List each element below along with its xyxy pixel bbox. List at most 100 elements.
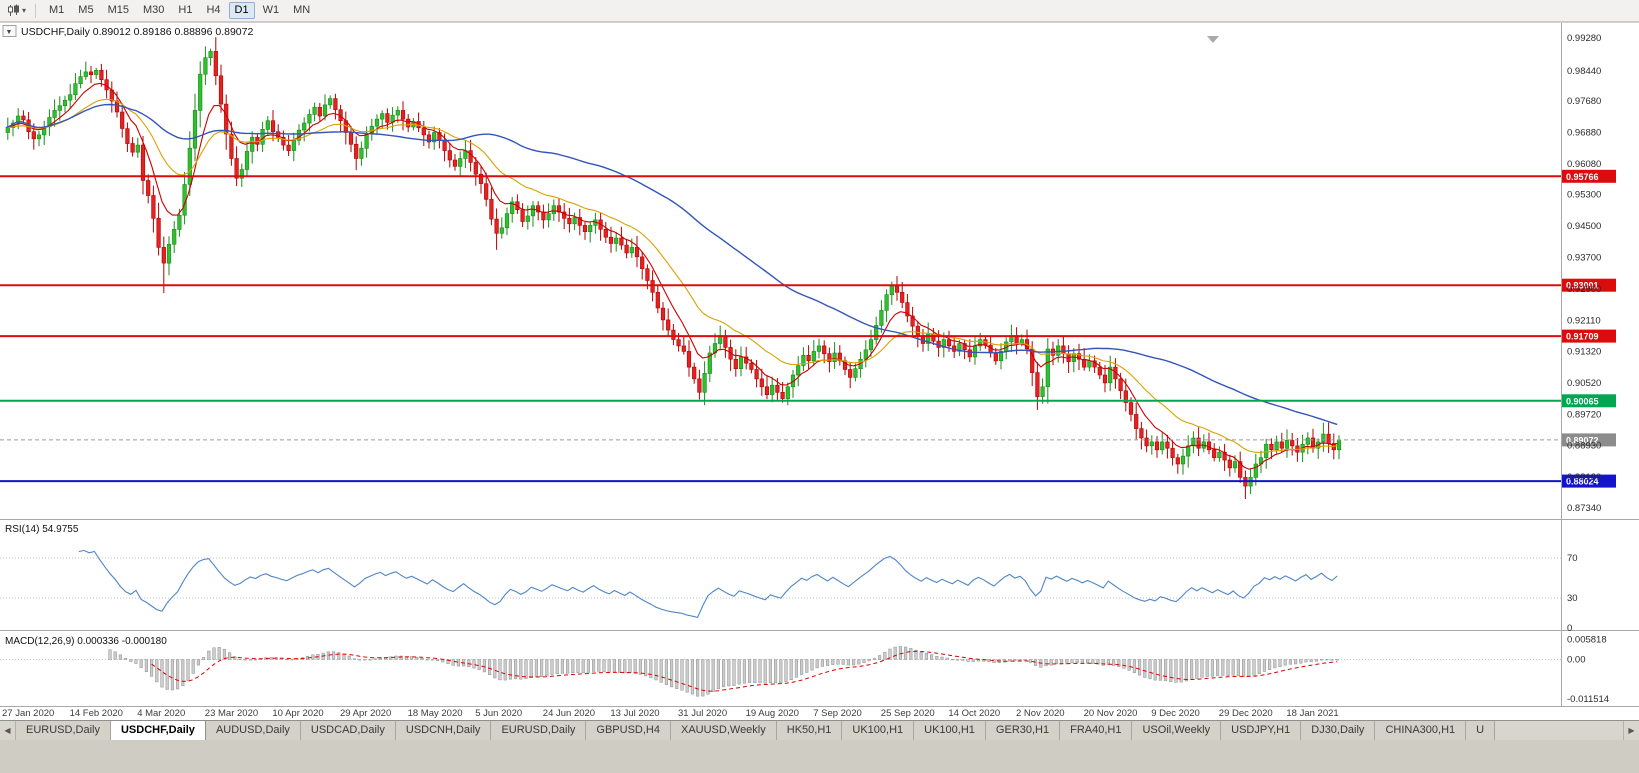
- tab-xauusd-weekly[interactable]: XAUUSD,Weekly: [670, 721, 777, 740]
- tab-audusd-daily[interactable]: AUDUSD,Daily: [205, 721, 301, 740]
- tab-usdchf-daily[interactable]: USDCHF,Daily: [110, 721, 206, 740]
- macd-histogram-bar: [597, 659, 601, 672]
- macd-histogram-bar: [1283, 659, 1287, 666]
- tab-fra40-h1[interactable]: FRA40,H1: [1060, 721, 1133, 740]
- macd-histogram-bar: [737, 659, 741, 685]
- macd-histogram-bar: [1247, 659, 1251, 677]
- macd-histogram-bar: [326, 651, 330, 660]
- candle: [286, 144, 291, 151]
- tab-uk100-h1[interactable]: UK100,H1: [842, 721, 915, 740]
- macd-histogram-bar: [571, 659, 575, 673]
- date-axis-label: 27 Jan 2020: [2, 708, 54, 719]
- chart-canvas[interactable]: 0.95766 0.93001 0.91709 0.90065 0.88024 0.890…: [0, 22, 1639, 720]
- chart-shift-marker[interactable]: [1207, 36, 1219, 43]
- tab-usdcad-daily[interactable]: USDCAD,Daily: [300, 721, 396, 740]
- macd-histogram-bar: [930, 654, 934, 660]
- macd-histogram-bar: [332, 651, 336, 660]
- macd-histogram-bar: [196, 659, 200, 666]
- candle: [156, 218, 161, 248]
- date-axis-label: 25 Sep 2020: [881, 708, 935, 719]
- macd-histogram-bar: [311, 654, 315, 660]
- candle: [328, 98, 333, 106]
- candle: [291, 140, 296, 151]
- tab-dj30-daily[interactable]: DJ30,Daily: [1301, 721, 1376, 740]
- macd-histogram-bar: [794, 659, 798, 678]
- candle: [603, 229, 608, 238]
- candle: [1040, 386, 1045, 397]
- macd-histogram-bar: [342, 653, 346, 660]
- tab-china300-h1[interactable]: CHINA300,H1: [1375, 721, 1467, 740]
- timeframe-button-mn[interactable]: MN: [293, 4, 311, 16]
- timeframe-button-h4[interactable]: H4: [206, 4, 221, 16]
- macd-histogram-bar: [467, 659, 471, 668]
- tabs-scroll-right-button[interactable]: ▶: [1623, 721, 1639, 740]
- candle: [666, 319, 671, 331]
- timeframe-button-h1[interactable]: H1: [178, 4, 193, 16]
- macd-histogram-bar: [118, 654, 122, 660]
- macd-histogram-bar: [581, 659, 585, 674]
- candle: [619, 237, 624, 246]
- resistance-2-tag: [1562, 278, 1616, 292]
- macd-histogram-bar: [1273, 659, 1277, 669]
- tab-hk50-h1[interactable]: HK50,H1: [776, 721, 843, 740]
- timeframe-button-d1[interactable]: D1: [228, 2, 255, 19]
- resistance-1-tag-label: 0.95766: [1566, 172, 1599, 182]
- candle: [83, 71, 88, 77]
- macd-histogram-bar: [160, 659, 164, 688]
- tab-eurusd-daily[interactable]: EURUSD,Daily: [16, 721, 111, 740]
- tab-usoil-weekly[interactable]: USOil,Weekly: [1132, 721, 1222, 740]
- candle: [588, 225, 593, 232]
- macd-histogram-bar: [1143, 659, 1147, 678]
- chart-title: USDCHF,Daily 0.89012 0.89186 0.88896 0.8…: [21, 26, 253, 38]
- price-axis-label: 0.97680: [1567, 96, 1601, 107]
- macd-histogram-bar: [748, 659, 752, 683]
- tab-u[interactable]: U: [1466, 721, 1496, 740]
- chart-type-button[interactable]: ▾: [4, 3, 29, 18]
- macd-histogram-bar: [753, 659, 757, 683]
- tab-gbpusd-h4[interactable]: GBPUSD,H4: [586, 721, 671, 740]
- candle: [957, 343, 962, 352]
- date-axis-label: 14 Feb 2020: [70, 708, 123, 719]
- tab-uk100-h1[interactable]: UK100,H1: [914, 721, 986, 740]
- macd-histogram-bar: [248, 659, 252, 661]
- tab-usdcnh-daily[interactable]: USDCNH,Daily: [395, 721, 492, 740]
- tabs-scroll-left-button[interactable]: ◀: [0, 721, 16, 740]
- candle: [1061, 345, 1066, 355]
- candle: [1290, 440, 1295, 447]
- timeframe-button-m1[interactable]: M1: [49, 4, 65, 16]
- macd-histogram-bar: [363, 659, 367, 661]
- tab-eurusd-daily[interactable]: EURUSD,Daily: [491, 721, 587, 740]
- candle: [1212, 449, 1217, 458]
- timeframe-button-m30[interactable]: M30: [142, 4, 165, 16]
- macd-histogram-bar: [1231, 659, 1235, 676]
- tab-ger30-h1[interactable]: GER30,H1: [985, 721, 1061, 740]
- timeframe-button-m15[interactable]: M15: [107, 4, 129, 16]
- candle: [546, 213, 551, 221]
- macd-histogram-bar: [680, 659, 684, 691]
- timeframe-button-m5[interactable]: M5: [78, 4, 94, 16]
- macd-histogram-bar: [1080, 659, 1084, 664]
- candle: [426, 134, 432, 143]
- macd-histogram-bar: [217, 647, 221, 660]
- timeframe-button-w1[interactable]: W1: [262, 4, 280, 16]
- macd-histogram-bar: [1257, 659, 1261, 674]
- macd-histogram-bar: [722, 659, 726, 688]
- macd-histogram-bar: [212, 647, 216, 660]
- candle: [1232, 461, 1238, 469]
- macd-histogram-bar: [1148, 659, 1152, 680]
- candle: [541, 211, 546, 221]
- macd-histogram-bar: [696, 659, 700, 697]
- tab-usdjpy-h1[interactable]: USDJPY,H1: [1221, 721, 1302, 740]
- candle: [1056, 345, 1061, 356]
- candle: [208, 51, 213, 58]
- candle: [88, 71, 94, 76]
- macd-histogram-bar: [415, 657, 419, 660]
- support-green-tag: [1562, 394, 1616, 408]
- chart-tab-bar: ◀ EURUSD,Daily USDCHF,Daily AUDUSD,Daily US…: [0, 720, 1639, 740]
- macd-histogram-bar: [1205, 659, 1209, 677]
- macd-histogram-bar: [550, 659, 554, 675]
- chart-collapse-button[interactable]: [2, 25, 17, 37]
- candle: [489, 199, 494, 220]
- macd-histogram-bar: [446, 659, 450, 664]
- macd-histogram-bar: [238, 658, 242, 661]
